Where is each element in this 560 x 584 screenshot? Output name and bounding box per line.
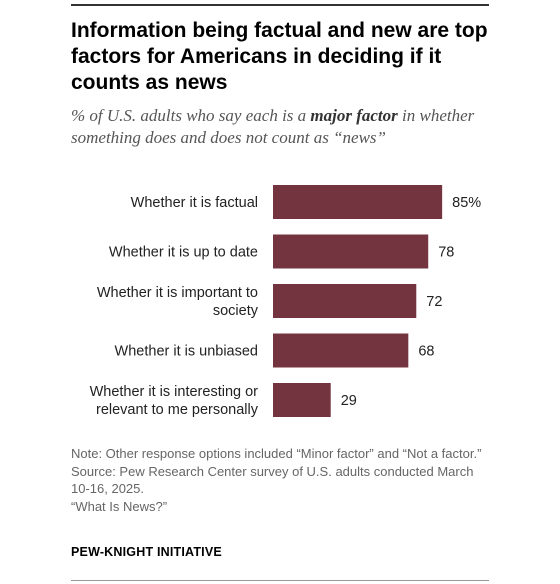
bar (273, 185, 443, 219)
category-label: Whether it is interesting or (90, 384, 259, 400)
bar (273, 383, 331, 417)
bar-value-label: 29 (341, 393, 357, 409)
subtitle-tail: in whether something does and does not c… (71, 106, 475, 147)
bar-value-label: 85% (452, 195, 481, 211)
bar-value-label: 68 (418, 344, 434, 360)
category-label: society (213, 303, 259, 319)
source-text: Source: Pew Research Center survey of U.… (71, 463, 474, 497)
bottom-rule (71, 580, 489, 581)
subtitle-emphasis: major factor (310, 106, 398, 125)
chart-subtitle: % of U.S. adults who say each is a major… (71, 105, 501, 149)
top-rule (71, 4, 489, 6)
category-label: relevant to me personally (96, 402, 259, 418)
bar-value-label: 72 (426, 294, 442, 310)
note-text: Note: Other response options included “M… (71, 446, 482, 461)
category-label: Whether it is factual (131, 195, 258, 211)
brand-logo-text: PEW-KNIGHT INITIATIVE (71, 545, 222, 559)
bars-layer: 85% Whether it is factual 78 Whether it is … (90, 185, 481, 418)
category-label: Whether it is up to date (109, 245, 258, 261)
bar (273, 284, 417, 318)
bar (273, 234, 429, 269)
category-label: Whether it is unbiased (115, 344, 258, 360)
bar-value-label: 78 (438, 245, 454, 261)
report-title: “What Is News?” (71, 498, 168, 514)
chart-title: Information being factual and new are to… (71, 19, 488, 94)
chart-notes: Note: Other response options included “M… (71, 445, 491, 515)
category-label: Whether it is important to (97, 285, 258, 301)
subtitle-lead: % of U.S. adults who say each is a (71, 106, 311, 125)
bar (273, 333, 409, 368)
